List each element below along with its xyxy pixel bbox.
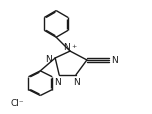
Text: Cl⁻: Cl⁻: [11, 98, 24, 107]
Text: N: N: [63, 43, 70, 52]
Text: N: N: [54, 77, 60, 86]
Text: N: N: [74, 77, 80, 86]
Text: +: +: [71, 44, 76, 49]
Text: N: N: [45, 55, 52, 64]
Text: N: N: [111, 56, 117, 65]
